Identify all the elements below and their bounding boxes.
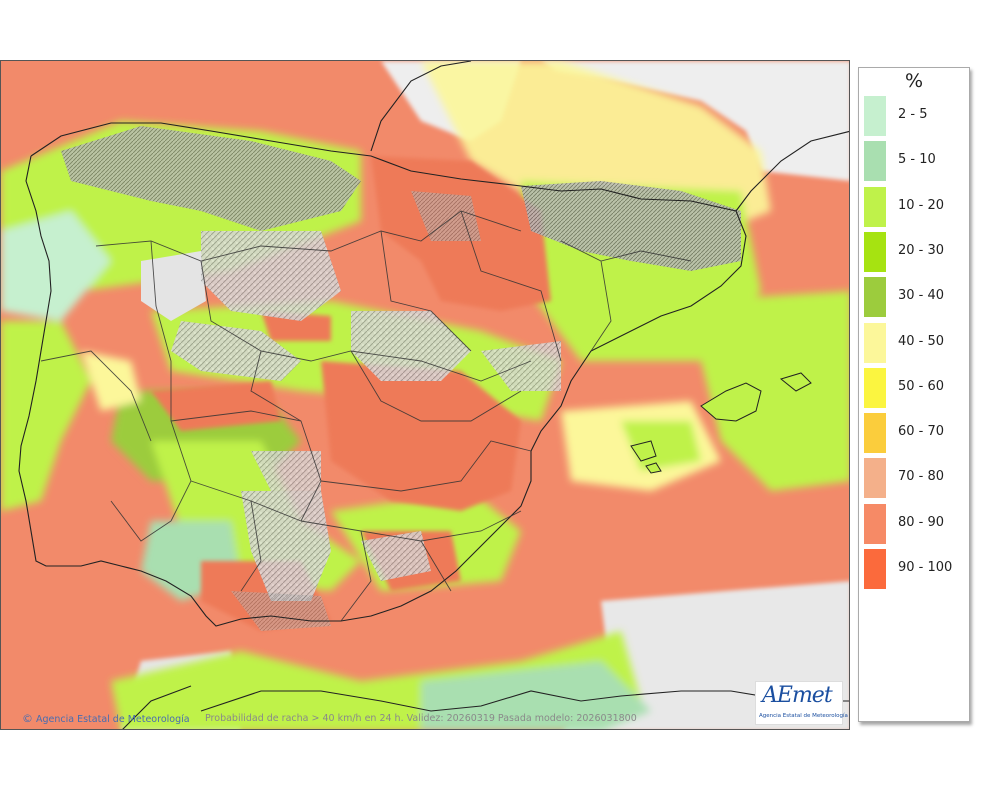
legend-panel: % 2 - 5 5 - 10 10 - 20 20 - 30 30 - 40 40 - 5… <box>858 67 970 722</box>
legend-label: 10 - 20 <box>898 197 945 213</box>
logo-subtitle: Agencia Estatal de Meteorología <box>759 713 848 719</box>
legend-label: 60 - 70 <box>898 424 945 440</box>
legend-swatch <box>864 231 886 272</box>
legend-item: 10 - 20 <box>864 186 968 227</box>
legend-swatch <box>864 549 886 589</box>
legend-unit-label: % <box>904 70 924 92</box>
legend-item: 80 - 90 <box>864 503 968 544</box>
map-caption: Probabilidad de racha > 40 km/h en 24 h.… <box>205 713 637 724</box>
legend-item: 30 - 40 <box>864 277 968 318</box>
legend-swatch <box>864 186 886 227</box>
legend-swatch <box>864 413 886 454</box>
legend-item: 70 - 80 <box>864 458 968 499</box>
legend-label: 90 - 100 <box>898 560 953 575</box>
region-borders <box>40 210 692 622</box>
legend-item: 20 - 30 <box>864 231 968 272</box>
coastlines <box>18 61 849 729</box>
legend-swatch <box>864 96 886 136</box>
legend-swatch <box>864 503 886 544</box>
legend-item: 50 - 60 <box>864 367 968 408</box>
legend-swatch <box>864 367 886 408</box>
logo-mark: AEmet <box>762 683 833 708</box>
legend-swatch <box>864 277 886 318</box>
legend-label: 30 - 40 <box>898 288 945 304</box>
legend-label: 2 - 5 <box>898 107 928 122</box>
agency-name: Agencia Estatal de Meteorología <box>36 714 190 725</box>
agency-credit: © Agencia Estatal de Meteorología <box>22 712 190 725</box>
legend-label: 80 - 90 <box>898 514 945 530</box>
legend-item: 90 - 100 <box>864 549 968 589</box>
legend-label: 20 - 30 <box>898 242 945 258</box>
copyright-symbol: © <box>22 712 33 725</box>
legend-item: 2 - 5 <box>864 96 968 136</box>
legend-label: 40 - 50 <box>898 333 945 349</box>
legend-item: 60 - 70 <box>864 413 968 454</box>
map-panel <box>0 60 850 730</box>
legend-item: 5 - 10 <box>864 141 968 182</box>
legend-label: 50 - 60 <box>898 378 945 394</box>
legend-swatch <box>864 322 886 363</box>
balearic-islands <box>630 372 812 474</box>
probability-map <box>1 61 849 729</box>
legend-label: 70 - 80 <box>898 469 945 485</box>
legend-swatch <box>864 141 886 182</box>
legend-label: 5 - 10 <box>898 152 936 168</box>
legend-swatch <box>864 458 886 499</box>
legend-item: 40 - 50 <box>864 322 968 363</box>
aemet-logo: AEmet Agencia Estatal de Meteorología <box>755 681 848 725</box>
